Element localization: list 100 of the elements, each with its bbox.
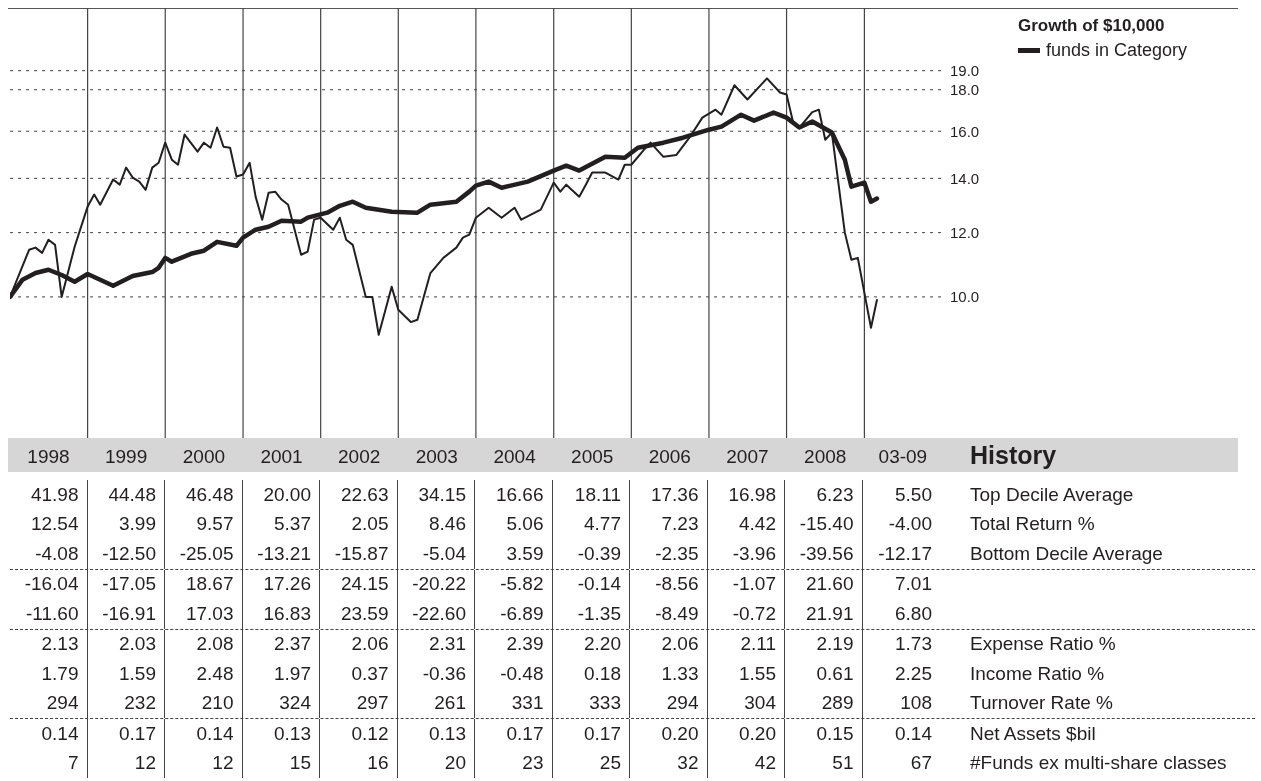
text: 324 [279, 692, 311, 715]
text: 333 [589, 692, 621, 715]
y-tick-label: 16.0 [950, 122, 980, 140]
text: 18.11 [574, 483, 621, 506]
text: 7 [67, 752, 79, 775]
text: 2.03 [119, 633, 156, 656]
x-tick-label: 1999 [104, 446, 148, 468]
text: 1.55 [739, 662, 776, 685]
text: 0.15 [816, 722, 854, 745]
text: -4.08 [35, 542, 79, 565]
y-tick-label: 19.0 [950, 62, 980, 80]
text: 1.59 [119, 662, 156, 685]
text: -5.04 [422, 542, 466, 565]
text: 1.33 [661, 662, 699, 685]
text: 6.23 [816, 483, 854, 506]
text: 2.06 [661, 633, 699, 656]
text: 0.17 [506, 722, 544, 745]
text: 12 [134, 752, 156, 775]
text: 2.13 [41, 633, 79, 656]
text: 0.17 [584, 722, 621, 745]
text: 0.14 [41, 722, 79, 745]
text: 17.03 [185, 602, 234, 625]
text: 2.37 [274, 633, 311, 656]
text: 1.79 [41, 662, 79, 685]
y-tick-label: 14.0 [950, 169, 980, 187]
text: -17.05 [102, 573, 156, 596]
y-tick-label: 12.0 [950, 223, 980, 241]
text: 8.46 [429, 513, 466, 536]
x-tick-label: 1998 [27, 446, 70, 468]
text: 41.98 [30, 483, 79, 506]
legend-title: Growth of $10,000 [1018, 15, 1166, 37]
text: 4.77 [584, 513, 621, 536]
text: 2.20 [584, 633, 621, 656]
text: Total Return % [970, 513, 1095, 536]
text: -22.60 [412, 602, 466, 625]
text: 0.37 [351, 662, 389, 685]
text: 331 [511, 692, 544, 715]
text: 294 [46, 692, 79, 715]
text: 2.25 [895, 662, 932, 685]
text: 2.08 [196, 633, 234, 656]
y-tick-label: 10.0 [950, 288, 980, 306]
text: -16.91 [102, 602, 156, 625]
text: -3.96 [732, 542, 776, 565]
text: 4.42 [739, 513, 776, 536]
text: 7.01 [895, 573, 932, 596]
text: -8.49 [655, 602, 699, 625]
text: 2.39 [506, 633, 544, 656]
text: 0.14 [895, 722, 932, 745]
text: 16.66 [495, 483, 544, 506]
text: 17.26 [263, 573, 311, 596]
text: 12.54 [30, 513, 79, 536]
text: -25.05 [179, 542, 234, 565]
text: -0.72 [732, 602, 776, 625]
text: 9.57 [196, 513, 234, 536]
text: 1.97 [274, 662, 311, 685]
x-tick-label: 2005 [571, 446, 614, 468]
text: 210 [201, 692, 234, 715]
text: 0.13 [274, 722, 311, 745]
text: 2.48 [196, 662, 234, 685]
text: -15.40 [799, 513, 854, 536]
text: 0.61 [816, 662, 854, 685]
text: Net Assets $bil [970, 722, 1096, 745]
text: 108 [900, 692, 932, 715]
x-tick-label: 2002 [338, 446, 381, 468]
text: -1.07 [732, 573, 776, 596]
text: 15 [289, 752, 311, 775]
text: 2.31 [429, 633, 466, 656]
text: 24.15 [340, 573, 389, 596]
text: 0.12 [351, 722, 389, 745]
text: -8.56 [655, 573, 699, 596]
text: 7.23 [661, 513, 699, 536]
text: -12.17 [878, 542, 932, 565]
text: 18.67 [185, 573, 234, 596]
text: Income Ratio % [970, 662, 1105, 685]
text: 0.14 [196, 722, 234, 745]
text: -2.35 [655, 542, 699, 565]
text: Bottom Decile Average [970, 542, 1163, 565]
text: -0.39 [577, 542, 621, 565]
text: 16.83 [263, 602, 311, 625]
text: 67 [910, 752, 932, 775]
text: 5.06 [506, 513, 544, 536]
text: 23.59 [340, 602, 389, 625]
text: 0.18 [584, 662, 621, 685]
x-tick-label: 2004 [493, 446, 537, 468]
x-tick-label: 2001 [260, 446, 303, 468]
text: 0.20 [739, 722, 776, 745]
text: -4.00 [888, 513, 932, 536]
text: 3.59 [506, 542, 544, 565]
text: Expense Ratio % [970, 633, 1116, 656]
text: 289 [821, 692, 854, 715]
text: Turnover Rate % [970, 692, 1113, 715]
text: -5.82 [500, 573, 544, 596]
text: -15.87 [334, 542, 389, 565]
text: -6.89 [500, 602, 544, 625]
text: History [970, 439, 1057, 471]
text: 5.50 [895, 483, 932, 506]
text: -11.60 [26, 602, 79, 625]
y-tick-label: 18.0 [950, 81, 980, 99]
text: #Funds ex multi-share classes [970, 752, 1227, 775]
text: Top Decile Average [970, 483, 1134, 506]
